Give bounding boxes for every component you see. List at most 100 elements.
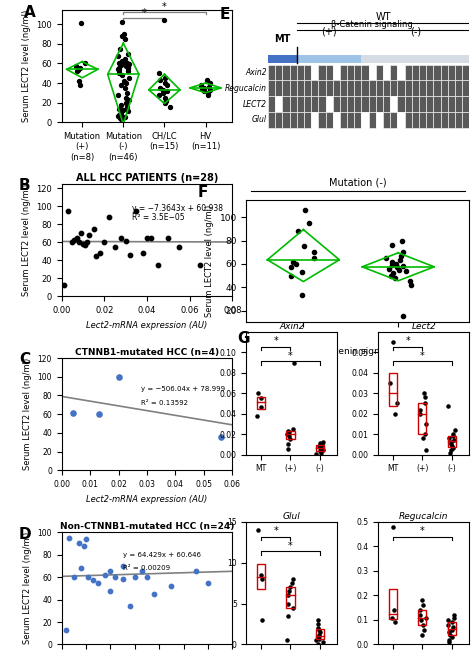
Point xyxy=(68,237,76,247)
Bar xyxy=(390,112,397,128)
Point xyxy=(126,250,134,260)
Point xyxy=(314,639,322,649)
Bar xyxy=(440,96,448,112)
Bar xyxy=(419,55,426,63)
Point xyxy=(123,88,131,98)
Bar xyxy=(319,112,326,128)
Point xyxy=(77,563,85,574)
Point xyxy=(258,574,266,585)
Point xyxy=(255,388,262,398)
Point xyxy=(448,632,456,643)
Point xyxy=(314,633,321,643)
Bar xyxy=(268,112,275,128)
Bar xyxy=(283,96,290,112)
Bar xyxy=(412,81,419,96)
Bar xyxy=(419,64,426,81)
Point xyxy=(124,49,131,59)
Bar xyxy=(447,622,456,635)
Point xyxy=(284,439,292,450)
Point xyxy=(123,102,130,113)
Point xyxy=(287,270,295,281)
Point xyxy=(75,76,82,87)
Bar xyxy=(333,81,340,96)
Bar xyxy=(290,55,297,63)
Point xyxy=(166,102,173,113)
Point xyxy=(160,85,167,95)
Bar xyxy=(333,55,340,63)
Bar xyxy=(297,64,304,81)
Point xyxy=(92,251,100,261)
Y-axis label: Serum LECT2 level (ng/ml): Serum LECT2 level (ng/ml) xyxy=(23,358,32,470)
Bar xyxy=(354,96,362,112)
Bar xyxy=(376,81,383,96)
Point xyxy=(116,65,123,76)
Point xyxy=(73,232,80,243)
Bar xyxy=(455,96,462,112)
Point xyxy=(102,570,109,580)
Point xyxy=(314,619,321,630)
Bar xyxy=(462,112,469,128)
Point xyxy=(299,290,306,301)
Point xyxy=(314,615,321,625)
Title: CTNNB1-mutated HCC (n=4): CTNNB1-mutated HCC (n=4) xyxy=(75,348,219,357)
Point xyxy=(114,64,122,75)
Point xyxy=(122,61,129,72)
Bar xyxy=(412,112,419,128)
Bar xyxy=(275,96,283,112)
Point xyxy=(122,235,129,245)
Point xyxy=(120,29,128,40)
Bar xyxy=(304,112,311,128)
Point xyxy=(115,110,123,120)
Point xyxy=(315,633,323,644)
Text: y = −506.04x + 78.999: y = −506.04x + 78.999 xyxy=(141,386,225,392)
Point xyxy=(115,372,122,382)
Bar xyxy=(319,81,326,96)
Point xyxy=(417,615,425,625)
Point xyxy=(290,357,298,368)
Bar xyxy=(389,373,397,406)
Bar xyxy=(448,55,455,63)
Point xyxy=(111,242,118,252)
Point xyxy=(447,445,455,456)
Point xyxy=(310,253,318,263)
Point xyxy=(417,610,424,620)
Point xyxy=(64,206,72,216)
Bar xyxy=(316,630,324,639)
Point xyxy=(115,63,122,74)
Bar xyxy=(448,112,455,128)
Bar xyxy=(412,64,419,81)
Bar xyxy=(455,112,462,128)
Point xyxy=(74,65,82,76)
Bar xyxy=(376,112,383,128)
Point xyxy=(318,440,325,450)
X-axis label: Lect2-mRNA expression (AU): Lect2-mRNA expression (AU) xyxy=(86,320,208,329)
Point xyxy=(397,251,404,261)
Bar xyxy=(433,81,440,96)
Text: F: F xyxy=(198,185,208,200)
Text: Regucalcin: Regucalcin xyxy=(225,84,266,93)
Point xyxy=(444,400,452,411)
Bar xyxy=(383,96,390,112)
Point xyxy=(118,80,125,90)
Point xyxy=(285,586,293,596)
Point xyxy=(319,445,327,456)
Point xyxy=(117,100,125,110)
Point xyxy=(314,623,321,633)
Y-axis label: Serum LECT2 level (ng/ml): Serum LECT2 level (ng/ml) xyxy=(22,10,31,122)
Bar xyxy=(297,55,304,63)
Point xyxy=(120,57,128,67)
Point xyxy=(305,218,313,229)
Point xyxy=(162,78,169,89)
Bar xyxy=(326,81,333,96)
Point xyxy=(115,68,122,79)
Point xyxy=(117,114,124,124)
Point xyxy=(447,447,454,458)
Point xyxy=(284,444,292,454)
Bar xyxy=(383,55,390,63)
Bar xyxy=(412,96,419,112)
Point xyxy=(201,83,208,93)
Point xyxy=(132,206,140,216)
Point xyxy=(164,232,172,243)
Bar xyxy=(397,64,405,81)
Point xyxy=(300,241,308,251)
